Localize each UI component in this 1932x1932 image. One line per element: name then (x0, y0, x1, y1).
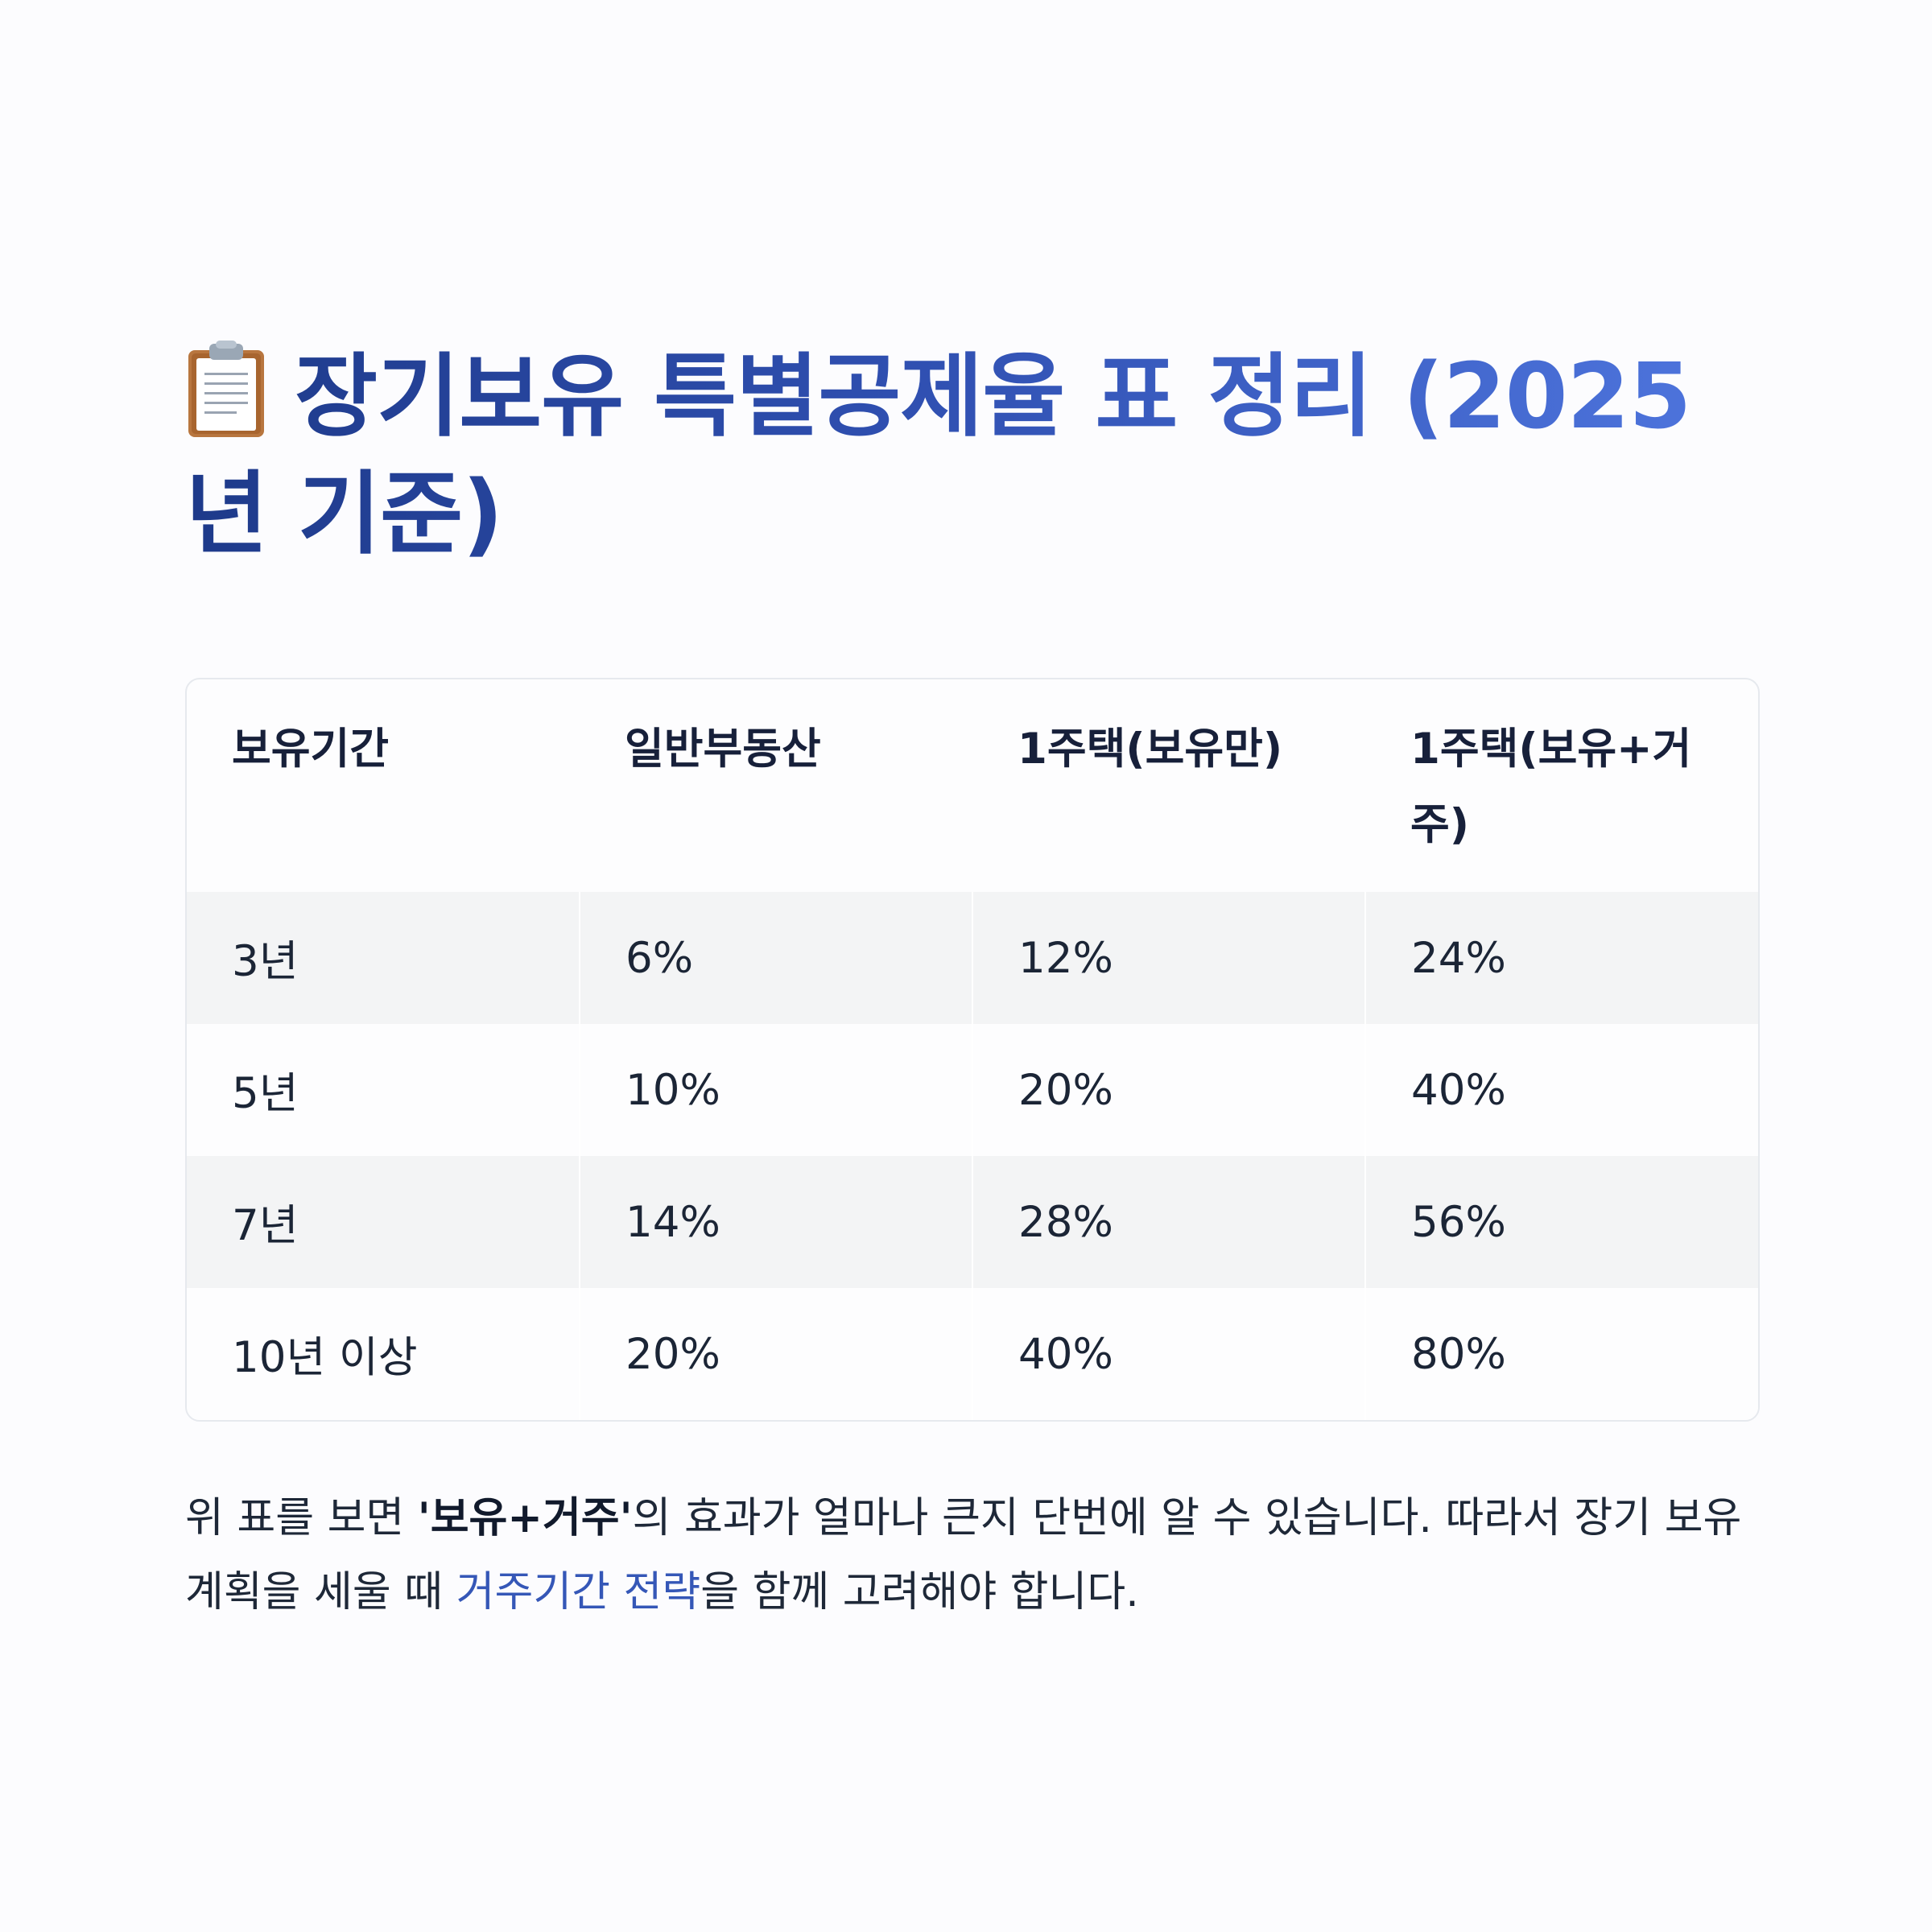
header-general-real-estate: 일반부동산 (625, 724, 821, 774)
note-text: 위 표를 보면 (185, 1494, 418, 1542)
page-title: 장기보유 특별공제율 표 정리 (2025년 기준) (185, 338, 1760, 573)
table-cell: 40% (972, 1288, 1366, 1420)
table-cell: 6% (580, 892, 973, 1024)
table-cell: 28% (972, 1156, 1366, 1288)
page-title-text: 장기보유 특별공제율 표 정리 (2025년 기준) (185, 345, 1691, 567)
table-cell: 40% (1365, 1024, 1758, 1156)
table-cell: 24% (1365, 892, 1758, 1024)
table-cell: 5년 (187, 1024, 580, 1156)
deduction-rate-table: 보유기간 일반부동산 1주택(보유만) 1주택(보유+거주) 3년 6% 12%… (185, 678, 1760, 1422)
table-row: 5년 10% 20% 40% (187, 1024, 1758, 1156)
table-cell: 12% (972, 892, 1366, 1024)
table-cell: 7년 (187, 1156, 580, 1288)
table-row: 10년 이상 20% 40% 80% (187, 1288, 1758, 1420)
content: 장기보유 특별공제율 표 정리 (2025년 기준) 보유기간 일반부동산 1주… (185, 338, 1760, 1629)
table-cell: 56% (1365, 1156, 1758, 1288)
table-cell: 80% (1365, 1288, 1758, 1420)
header-one-house-holding-residence: 1주택(보유+거주) (1410, 724, 1692, 849)
table-cell: 3년 (187, 892, 580, 1024)
table-cell: 10% (580, 1024, 973, 1156)
table-row: 7년 14% 28% 56% (187, 1156, 1758, 1288)
residence-strategy-link[interactable]: 거주기간 전략 (456, 1568, 701, 1616)
note-text: 의 효과가 얼마나 큰지 단번에 알 수 있습니다. 따라서 장기 보유 계획을… (185, 1494, 1742, 1616)
table-cell: 20% (580, 1288, 973, 1420)
note-emphasis: '보유+거주' (417, 1494, 633, 1542)
table-cell: 20% (972, 1024, 1366, 1156)
table-header-row: 보유기간 일반부동산 1주택(보유만) 1주택(보유+거주) (187, 679, 1758, 892)
header-holding-period: 보유기간 (232, 724, 390, 774)
table-cell: 10년 이상 (187, 1288, 580, 1420)
clipboard-icon (188, 341, 264, 437)
table-cell: 14% (580, 1156, 973, 1288)
table-row: 3년 6% 12% 24% (187, 892, 1758, 1024)
note-text: 을 함께 고려해야 합니다. (700, 1568, 1139, 1616)
explanation-paragraph: 위 표를 보면 '보유+거주'의 효과가 얼마나 큰지 단번에 알 수 있습니다… (185, 1481, 1760, 1629)
header-one-house-holding: 1주택(보유만) (1018, 724, 1283, 774)
